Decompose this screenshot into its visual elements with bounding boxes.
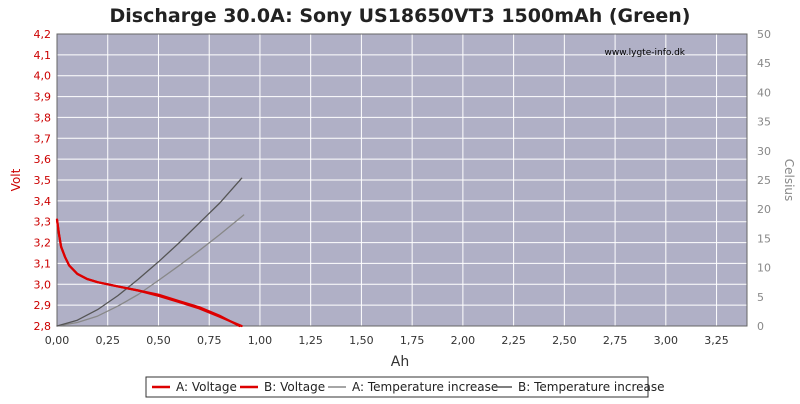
x-tick-label: 1,00 [248,334,273,347]
grid-lines [57,34,747,326]
x-tick-label: 2,00 [451,334,476,347]
y-right-tick-label: 50 [757,28,771,41]
legend-label: B: Voltage [264,380,325,394]
y-left-tick-label: 4,0 [34,70,52,83]
y-left-tick-label: 4,2 [34,28,52,41]
x-tick-label: 0,50 [146,334,171,347]
right-axis-ticks: 0 5 10 15 20 25 30 35 40 45 50 [757,28,771,333]
y-right-tick-label: 40 [757,86,771,99]
x-tick-label: 0,25 [95,334,120,347]
plot-frame [56,33,748,327]
y-right-tick-label: 20 [757,203,771,216]
series-line-3 [56,214,245,327]
x-tick-label: 2,75 [603,334,628,347]
legend-items: A: Voltage B: Voltage A: Temperature incre… [152,380,665,394]
y-left-tick-label: 3,5 [34,174,52,187]
series-line-2 [55,218,243,328]
watermark: www.lygte-info.dk [605,48,686,58]
y-left-tick-label: 3,9 [34,91,52,104]
legend-label: B: Temperature increase [518,380,665,394]
x-tick-label: 1,25 [298,334,323,347]
x-tick-label: 0,75 [197,334,222,347]
x-tick-label: 1,50 [349,334,374,347]
y-left-tick-label: 3,1 [34,257,52,270]
legend: A: Voltage B: Voltage A: Temperature incre… [145,376,665,398]
x-tick-label: 3,25 [704,334,729,347]
legend-box [145,376,649,398]
y-left-tick-label: 3,6 [34,153,52,166]
legend-label: A: Temperature increase [352,380,498,394]
y-right-tick-label: 10 [757,262,771,275]
y-axis-left-label: Volt [9,168,23,191]
series-line-4 [56,177,243,327]
y-right-tick-label: 0 [757,320,764,333]
y-left-tick-label: 2,8 [34,320,52,333]
x-axis-ticks: 0,00 0,25 0,50 0,75 1,00 1,25 1,50 1,75 2,00 2,25… [45,334,729,347]
series-lines [55,177,245,328]
y-right-tick-label: 25 [757,174,771,187]
y-left-tick-label: 3,2 [34,237,52,250]
y-left-tick-label: 3,0 [34,278,52,291]
y-left-tick-label: 4,1 [34,49,52,62]
x-tick-label: 0,00 [45,334,70,347]
x-tick-label: 2,25 [501,334,526,347]
y-left-tick-label: 3,3 [34,216,52,229]
x-tick-label: 3,00 [654,334,679,347]
y-left-tick-label: 2,9 [34,299,52,312]
x-tick-label: 2,50 [552,334,577,347]
y-right-tick-label: 30 [757,145,771,158]
left-axis-ticks: 2,8 2,9 3,0 3,1 3,2 3,3 3,4 3,5 3,6 3,7 3,8 3,9 4,0 4… [34,28,52,333]
y-right-tick-label: 5 [757,291,764,304]
y-left-tick-label: 3,4 [34,195,52,208]
y-left-tick-label: 3,8 [34,111,52,124]
legend-label: A: Voltage [176,380,237,394]
y-axis-right-label: Celsius [782,159,796,202]
y-left-tick-label: 3,7 [34,132,52,145]
y-right-tick-label: 35 [757,116,771,129]
x-tick-label: 1,75 [400,334,425,347]
x-axis-label: Ah [391,354,409,370]
chart-title: Discharge 30.0A: Sony US18650VT3 1500mAh… [110,5,691,27]
y-right-tick-label: 15 [757,232,771,245]
y-right-tick-label: 45 [757,57,771,70]
